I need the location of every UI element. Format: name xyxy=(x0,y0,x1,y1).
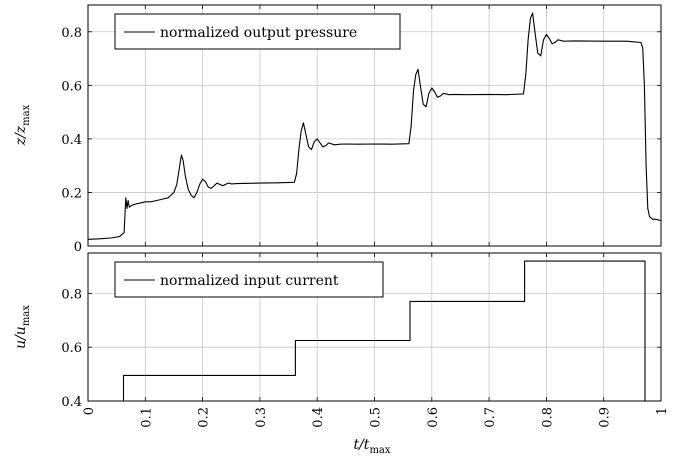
pressure-y-axis-label-sub: max xyxy=(21,104,32,125)
pressure-panel: 0 0.2 0.4 0.6 0.8 normalized output pressure… xyxy=(13,4,662,255)
pressure-y-tick-label: 0.8 xyxy=(61,26,82,41)
svg-text:u/umax: u/umax xyxy=(13,305,32,349)
pressure-y-axis-label: z/zmax xyxy=(13,104,32,146)
x-tick-label: 0.1 xyxy=(139,407,154,428)
current-series xyxy=(122,260,646,401)
current-panel: 0.4 0.6 0.8 0 0.1 0.2 0.3 0.4 0.5 0.6 0.7 0.8 0.9 1 n… xyxy=(13,252,670,456)
current-legend-box xyxy=(114,261,384,298)
current-y-axis-label: u/umax xyxy=(13,305,32,349)
pressure-series-line xyxy=(87,12,662,240)
x-tick-label: 0.6 xyxy=(426,407,441,428)
x-tick-label: 0.9 xyxy=(598,407,613,428)
pressure-y-tick-label: 0.6 xyxy=(61,79,82,94)
pressure-y-tick-label: 0.2 xyxy=(61,186,82,201)
current-y-axis-label-sub: max xyxy=(21,305,32,326)
current-y-tick-label: 0.4 xyxy=(61,395,82,410)
x-tick-label: 0.4 xyxy=(311,407,326,428)
x-tick-label: 0.3 xyxy=(254,407,269,428)
x-tick-label: 0.2 xyxy=(197,407,212,428)
pressure-series xyxy=(87,12,662,240)
pressure-y-tick-label: 0 xyxy=(74,240,82,255)
pressure-legend-box xyxy=(114,13,401,50)
current-series-line xyxy=(122,260,646,401)
x-tick-label: 1 xyxy=(655,407,670,415)
x-axis-label-main: t/t xyxy=(353,437,369,453)
pressure-y-axis-label-main: z/z xyxy=(13,125,29,146)
pressure-y-tick-label: 0.4 xyxy=(61,133,82,148)
x-tick-label: 0.5 xyxy=(369,407,384,428)
pressure-legend: normalized output pressure xyxy=(114,13,401,50)
current-y-axis-label-main: u/u xyxy=(13,326,29,349)
current-axis-ticks: 0.4 0.6 0.8 0 0.1 0.2 0.3 0.4 0.5 0.6 0.7 0.8 0.9 1 xyxy=(61,253,670,428)
current-y-tick-label: 0.6 xyxy=(61,341,82,356)
svg-text:z/zmax: z/zmax xyxy=(13,104,32,146)
current-legend: normalized input current xyxy=(114,261,384,298)
x-axis-label: t/tmax xyxy=(353,437,390,456)
pressure-y-ticks: 0 0.2 0.4 0.6 0.8 xyxy=(61,5,662,255)
x-tick-label: 0 xyxy=(82,407,97,415)
pressure-legend-label: normalized output pressure xyxy=(160,25,357,41)
current-legend-label: normalized input current xyxy=(160,273,339,289)
x-axis-label-sub: max xyxy=(369,445,390,456)
x-tick-label: 0.7 xyxy=(483,407,498,428)
x-tick-label: 0.8 xyxy=(540,407,555,428)
current-y-tick-label: 0.8 xyxy=(61,287,82,302)
